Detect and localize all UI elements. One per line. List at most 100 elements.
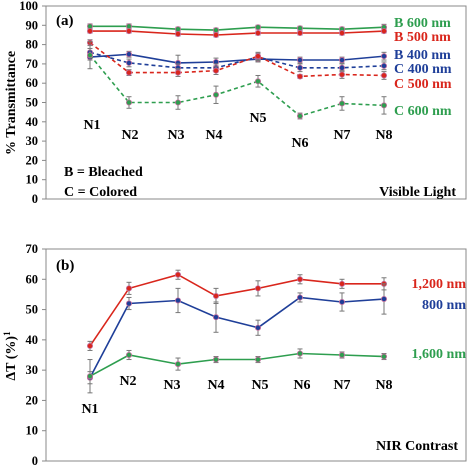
panel-a-series-line	[89, 54, 385, 117]
panel-b-y-tick-label: 20	[26, 393, 39, 407]
panel-a-series-1	[87, 28, 387, 38]
panel-a-data-point	[296, 73, 303, 80]
panel-b-data-point	[254, 324, 261, 331]
panel-a-y-tick-label: 10	[26, 173, 39, 187]
panel-a-x-label: N7	[333, 128, 350, 143]
panel-a-data-point	[174, 30, 181, 37]
panel-a-y-tick-label: 20	[26, 153, 39, 167]
panel-a-x-label: N3	[167, 128, 184, 143]
panel-a-data-point	[296, 57, 303, 64]
panel-b-series-line	[89, 352, 385, 377]
panel-a-annotation-colored: C = Colored	[64, 185, 137, 200]
panel-b-series-2	[87, 348, 387, 394]
panel-a-data-point	[126, 59, 133, 66]
panel-a-data-point	[380, 72, 387, 79]
panel-b-data-point	[174, 297, 181, 304]
panel-b: (b) ΔT (%)1 NIR Contrast 0 10 20 30 40 50 60 70…	[2, 242, 467, 467]
panel-a-data-point	[87, 23, 94, 30]
panel-a-y-tick-label: 40	[26, 115, 39, 129]
panel-b-data-point	[174, 361, 181, 368]
panel-b-label: (b)	[56, 258, 74, 274]
panel-a-data-point	[174, 99, 181, 106]
panel-a-data-point	[254, 30, 261, 37]
panel-b-legend: 1,200 nm 800 nm 1,600 nm	[412, 277, 467, 362]
panel-a-data-point	[126, 99, 133, 106]
panel-a-series-line	[89, 42, 385, 78]
panel-b-data-point	[254, 356, 261, 363]
panel-b-y-tick-label: 30	[26, 363, 39, 377]
panel-a-legend-label: C 600 nm	[394, 104, 452, 119]
panel-a-y-ticks: 0 10 20 30 40 50 60 70 80 90 100	[19, 0, 46, 206]
panel-b-annotation-nir-contrast: NIR Contrast	[376, 439, 458, 454]
panel-a-series-line	[90, 30, 385, 36]
panel-b-data-point	[380, 353, 387, 360]
panel-a-data-point	[380, 53, 387, 60]
panel-b-plot-frame	[45, 248, 467, 462]
panel-b-x-label: N6	[293, 378, 310, 393]
panel-a-data-point	[174, 69, 181, 76]
panel-a-y-tick-label: 70	[26, 57, 39, 71]
panel-a-y-tick-label: 60	[26, 76, 39, 90]
panel-b-x-label: N7	[333, 378, 350, 393]
panel-a-x-label: N5	[249, 111, 266, 126]
panel-a-annotation-visible-light: Visible Light	[379, 185, 456, 200]
panel-b-series-0	[87, 269, 387, 351]
panel-b-data-point	[126, 351, 133, 358]
panel-a-y-tick-label: 100	[19, 0, 38, 13]
panel-a-legend-label: B 400 nm	[394, 48, 451, 63]
panel-b-data-point	[87, 342, 94, 349]
panel-a-data-point	[212, 67, 219, 74]
panel-a-y-tick-label: 0	[32, 192, 38, 206]
panel-b-data-point	[126, 285, 133, 292]
panel-a-data-point	[254, 53, 261, 60]
panel-b-data-point	[212, 356, 219, 363]
panel-b-x-labels: N1 N2 N3 N4 N5 N6 N7 N8	[81, 374, 392, 417]
panel-a-data-point	[296, 64, 303, 71]
panel-a-data-point	[338, 64, 345, 71]
panel-a-data-point	[380, 28, 387, 35]
panel-b-y-tick-label: 0	[32, 454, 38, 467]
panel-a-data-point	[296, 30, 303, 37]
panel-b-x-label: N8	[375, 378, 392, 393]
panel-a-data-point	[338, 71, 345, 78]
panel-a-series-0	[87, 23, 387, 34]
panel-a-data-point	[338, 100, 345, 107]
panel-b-x-label: N4	[207, 378, 224, 393]
panel-b-data-point	[174, 271, 181, 278]
panel-b-data-point	[338, 351, 345, 358]
panel-b-data-point	[296, 350, 303, 357]
panel-b-y-tick-label: 10	[26, 424, 39, 438]
panel-a-x-label: N4	[205, 128, 222, 143]
panel-b-x-label: N2	[119, 374, 136, 389]
panel-a-y-tick-label: 80	[26, 38, 39, 52]
panel-a-data-point	[126, 23, 133, 30]
panel-a-data-point	[87, 52, 94, 59]
panel-b-data-point	[338, 280, 345, 287]
panel-a-data-point	[87, 28, 94, 35]
panel-a-series-line	[90, 25, 385, 31]
panel-a-data-point	[380, 102, 387, 109]
panel-b-series-line	[89, 273, 384, 347]
panel-b-y-ticks: 0 10 20 30 40 50 60 70	[26, 242, 46, 467]
panel-a-series-line	[89, 51, 385, 69]
panel-b-series	[87, 269, 387, 394]
panel-a-legend-label: C 400 nm	[394, 62, 452, 77]
panel-a-data-point	[212, 27, 219, 34]
panel-a-data-point	[338, 30, 345, 37]
panel-a-series	[87, 23, 387, 120]
panel-b-data-point	[296, 294, 303, 301]
panel-a-legend-label: C 500 nm	[394, 77, 452, 92]
panel-a-x-label: N2	[121, 128, 138, 143]
panel-a-data-point	[174, 26, 181, 33]
panel-a-x-label: N6	[291, 136, 308, 151]
panel-b-series-line	[89, 296, 385, 379]
panel-b-y-tick-label: 70	[26, 242, 39, 256]
panel-a-data-point	[212, 91, 219, 98]
panel-a-data-point	[254, 78, 261, 85]
panel-a-data-point	[126, 28, 133, 35]
panel-a-legend-label: B 500 nm	[394, 30, 451, 45]
panel-a-series-5	[87, 41, 387, 120]
panel-b-y-axis-title-sup: 1	[2, 331, 12, 336]
panel-b-legend-label: 800 nm	[422, 298, 466, 313]
panel-a-y-axis-title: % Transmittance	[4, 51, 19, 155]
